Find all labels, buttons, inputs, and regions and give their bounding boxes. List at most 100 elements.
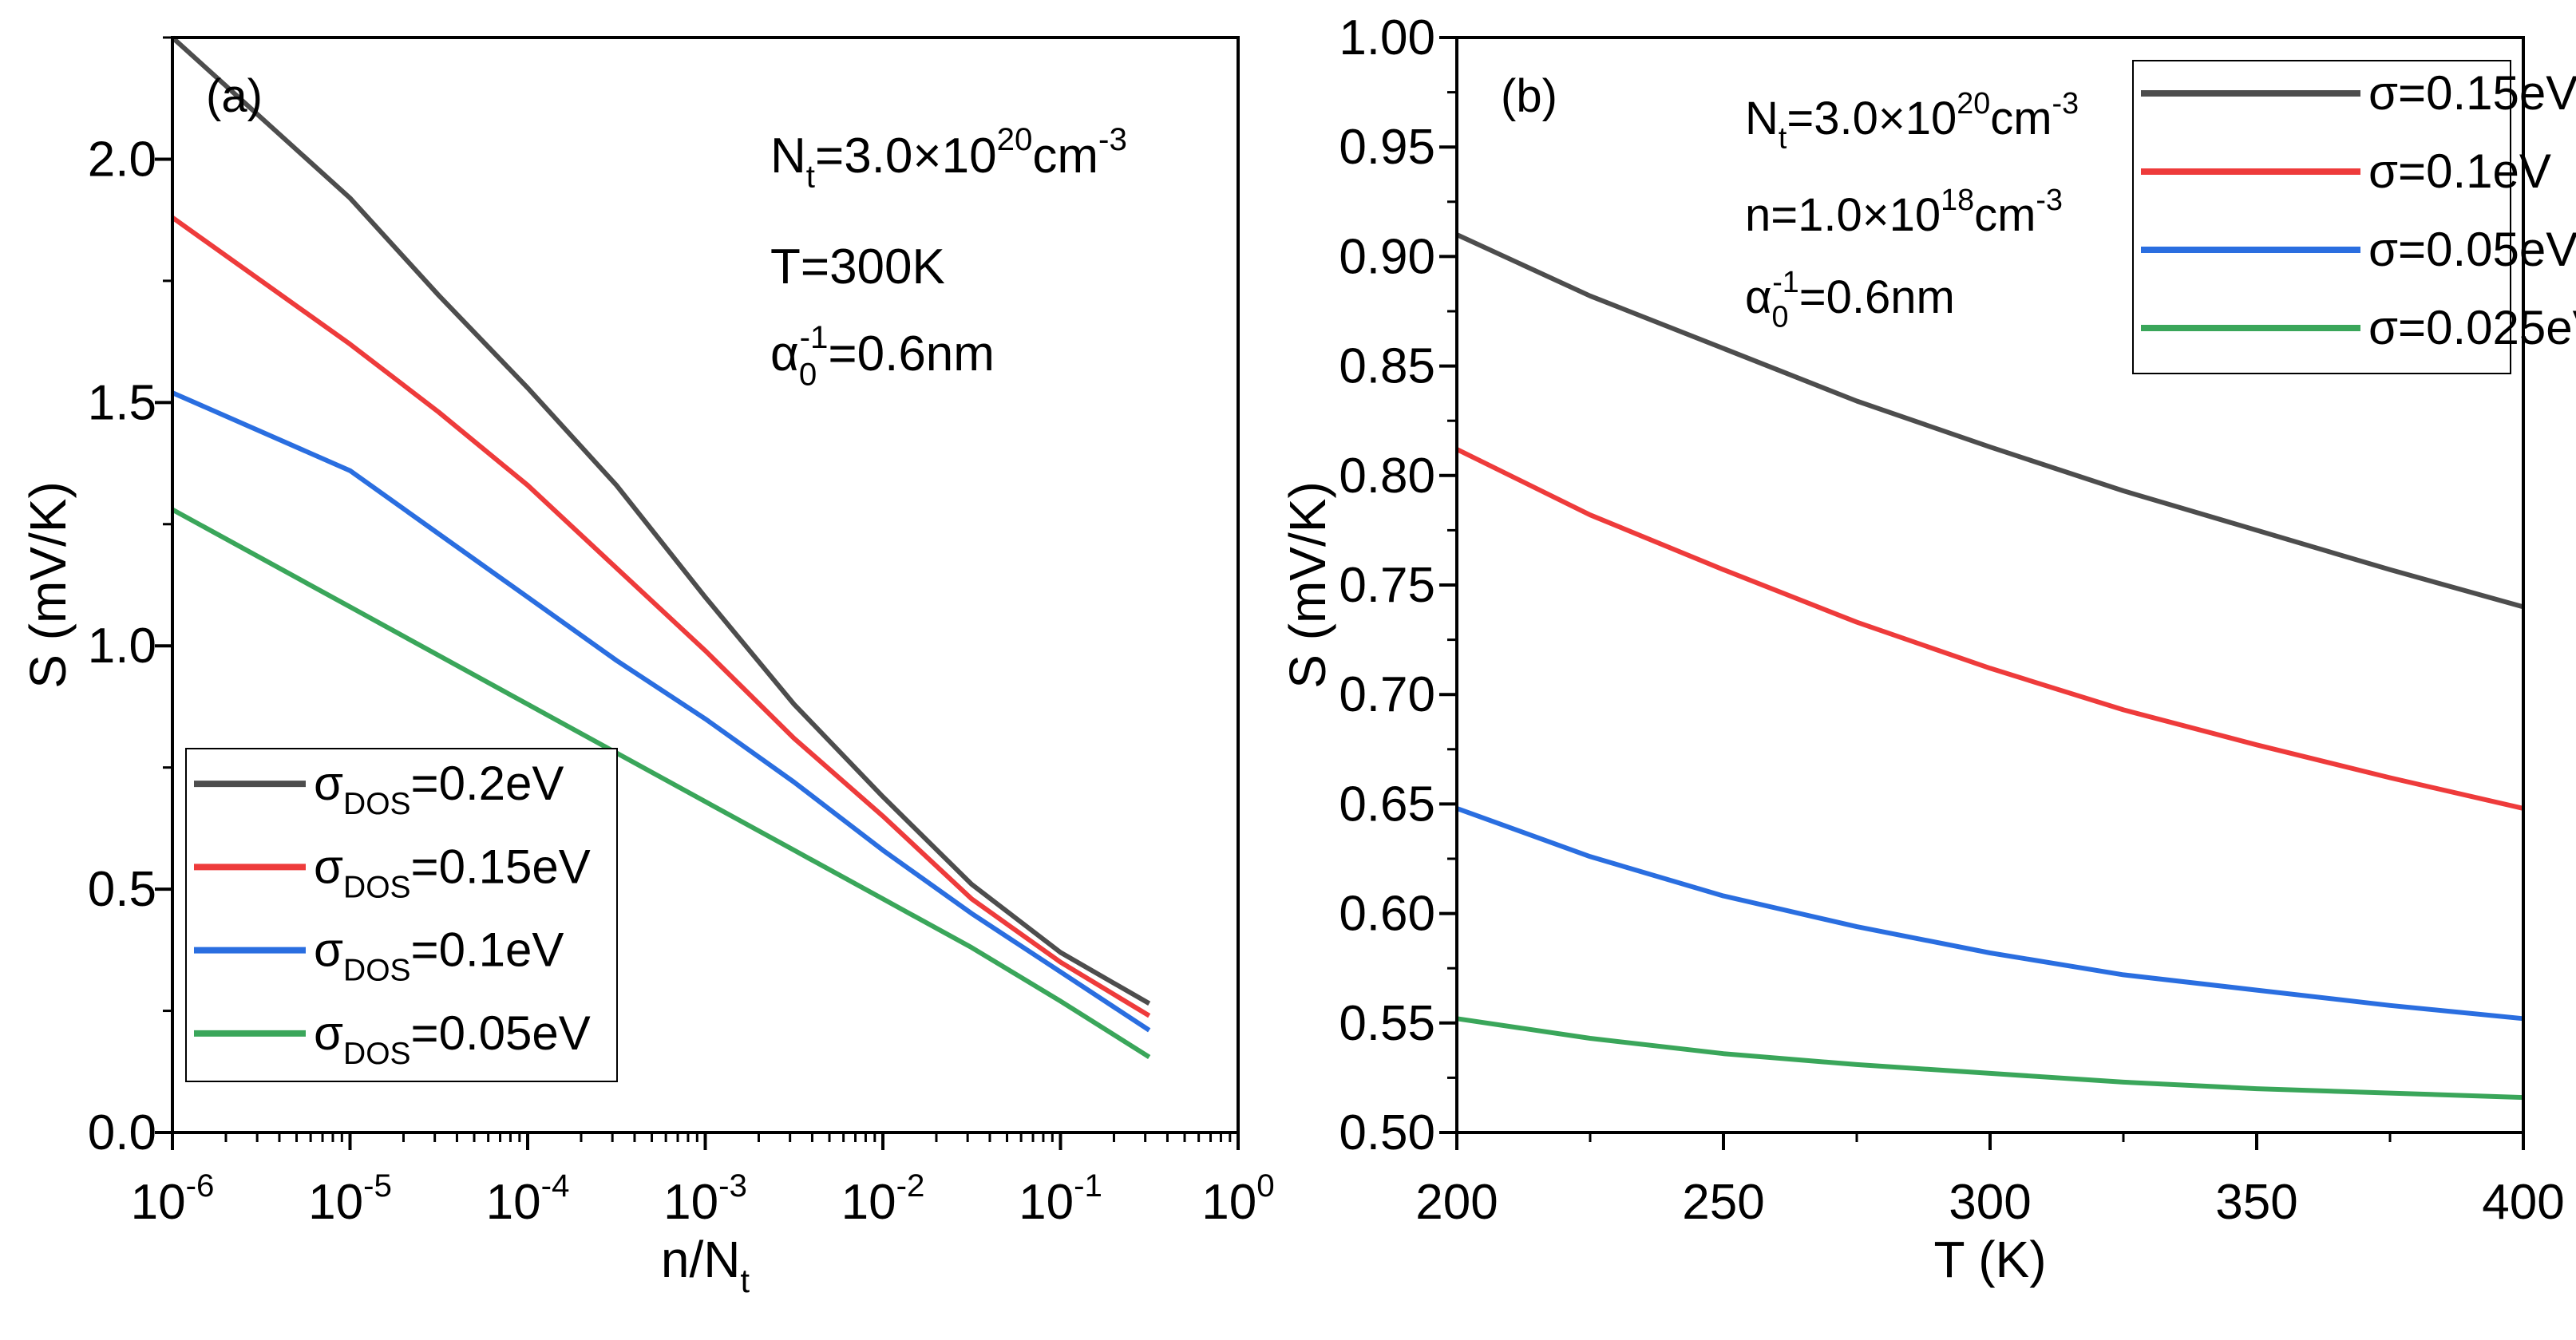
series-line-3 [1456, 1016, 2524, 1101]
text-segment: N [770, 128, 806, 184]
text-segment: 10 [308, 1175, 363, 1230]
text-segment: 0 [1256, 1168, 1274, 1204]
panel-b: 200 250 300 350 4000.500.550.600.650.700.750… [1279, 10, 2576, 1288]
y-tick-label: 0.95 [1339, 120, 1435, 175]
text-segment: -4 [541, 1168, 570, 1204]
legend: σDOS=0.2eVσDOS=0.15eVσDOS=0.1eVσDOS=0.05… [185, 748, 618, 1082]
y-tick-label: 0.65 [1339, 777, 1435, 832]
text-segment: =0.15eV [411, 840, 591, 893]
legend-label: σDOS=0.1eV [314, 923, 564, 988]
legend-label: σ=0.1eV [2368, 144, 2551, 198]
text-segment: 200 [1415, 1175, 1498, 1230]
text-segment: -2 [896, 1168, 925, 1204]
series-line-2 [171, 390, 1151, 1033]
text-segment: α [1745, 271, 1772, 323]
x-tick-label: 10-4 [486, 1168, 570, 1230]
text-segment: -6 [186, 1168, 215, 1204]
series-line-0 [170, 35, 1151, 1006]
text-segment: 0 [1772, 299, 1789, 333]
text-segment: -1 [800, 319, 829, 355]
y-tick-label: 0.90 [1339, 229, 1435, 284]
text-segment: -3 [2052, 86, 2079, 120]
text-segment: cm [1990, 93, 2052, 144]
text-segment: -5 [363, 1168, 392, 1204]
text-segment: DOS [343, 1037, 411, 1071]
panel-a: 10-6 10-5 10-4 10-3 10-2 10-1 1000.00.51.01.52… [19, 35, 1275, 1299]
annotation-text: T=300K [770, 239, 945, 294]
text-segment: 400 [2482, 1175, 2564, 1230]
text-segment: T (K) [1933, 1231, 2046, 1288]
text-segment: 10 [1019, 1175, 1074, 1230]
legend-label: σDOS=0.2eV [314, 757, 564, 821]
x-tick-label: 10-3 [663, 1168, 747, 1230]
text-segment: DOS [343, 954, 411, 988]
text-segment: =0.6nm [1799, 271, 1955, 323]
text-segment: -3 [1098, 121, 1127, 157]
y-axis-label: S (mV/K) [19, 481, 77, 689]
text-segment: t [1779, 121, 1787, 154]
y-tick-label: 1.0 [88, 619, 156, 674]
legend: σ=0.15eV σ=0.1eV σ=0.05eV σ=0.025eV [2132, 60, 2576, 374]
text-segment: 0 [799, 357, 817, 393]
text-segment: T=300K [770, 239, 945, 294]
annotation-text: Nt=3.0×1020cm-3 [1745, 86, 2079, 155]
text-segment: σ [314, 923, 343, 977]
legend-box [2132, 60, 2511, 374]
x-axis-label: T (K) [1933, 1231, 2046, 1288]
legend-box [185, 748, 618, 1082]
text-segment: 10 [1201, 1175, 1256, 1230]
y-axis-label: S (mV/K) [1279, 481, 1336, 689]
text-segment: σ=0.1eV [2368, 144, 2551, 198]
series-line-0 [1455, 232, 2524, 610]
text-segment: =3.0×10 [1787, 93, 1957, 144]
y-tick-label: 1.5 [88, 375, 156, 430]
y-tick-label: 0.0 [88, 1105, 156, 1160]
y-tick-label: 0.80 [1339, 449, 1435, 504]
y-tick-label: 0.60 [1339, 887, 1435, 942]
y-tick-label: 0.5 [88, 862, 156, 917]
x-tick-label: 10-2 [841, 1168, 925, 1230]
text-segment: 10 [131, 1175, 186, 1230]
panel-label: (a) [206, 70, 263, 122]
text-segment: DOS [343, 870, 411, 904]
text-segment: α [770, 326, 799, 381]
text-segment: 20 [1957, 86, 1990, 120]
text-segment: σ [314, 1006, 343, 1060]
y-tick-label: 2.0 [88, 132, 156, 187]
text-segment: cm [1974, 189, 2036, 241]
text-segment: =3.0×10 [815, 128, 997, 184]
text-segment: -1 [1074, 1168, 1102, 1204]
text-segment: σ [314, 840, 343, 893]
x-tick-label: 10-6 [131, 1168, 215, 1230]
text-segment: σ=0.15eV [2368, 66, 2576, 120]
text-segment: σ=0.05eV [2368, 223, 2576, 276]
legend-label: σ=0.025eV [2368, 301, 2576, 354]
text-segment: =0.1eV [411, 923, 564, 977]
series-line-3 [171, 507, 1151, 1060]
x-tick-label: 350 [2215, 1175, 2297, 1230]
text-segment: 20 [997, 121, 1033, 157]
legend-label: σDOS=0.05eV [314, 1006, 591, 1071]
x-tick-label: 100 [1201, 1168, 1274, 1230]
x-tick-label: 400 [2482, 1175, 2564, 1230]
series-line-1 [171, 215, 1151, 1018]
text-segment: =0.2eV [411, 757, 564, 810]
y-tick-label: 0.75 [1339, 558, 1435, 613]
legend-label: σDOS=0.15eV [314, 840, 591, 904]
y-tick-label: 1.00 [1339, 10, 1435, 65]
text-segment: =0.05eV [411, 1006, 591, 1060]
legend-label: σ=0.15eV [2368, 66, 2576, 120]
annotation-text: n=1.0×1018cm-3 [1745, 183, 2063, 241]
annotation-text: α0-1=0.6nm [770, 319, 995, 393]
text-segment: σ=0.025eV [2368, 301, 2576, 354]
text-segment: -3 [2036, 183, 2063, 216]
text-segment: 10 [486, 1175, 541, 1230]
text-segment: t [806, 159, 815, 195]
series-line-2 [1455, 806, 2524, 1022]
text-segment: t [741, 1262, 750, 1299]
text-segment: DOS [343, 787, 411, 821]
annotation-text: α0-1=0.6nm [1745, 265, 1955, 334]
x-axis-label: n/Nt [661, 1231, 750, 1299]
panel-label: (b) [1501, 70, 1557, 122]
